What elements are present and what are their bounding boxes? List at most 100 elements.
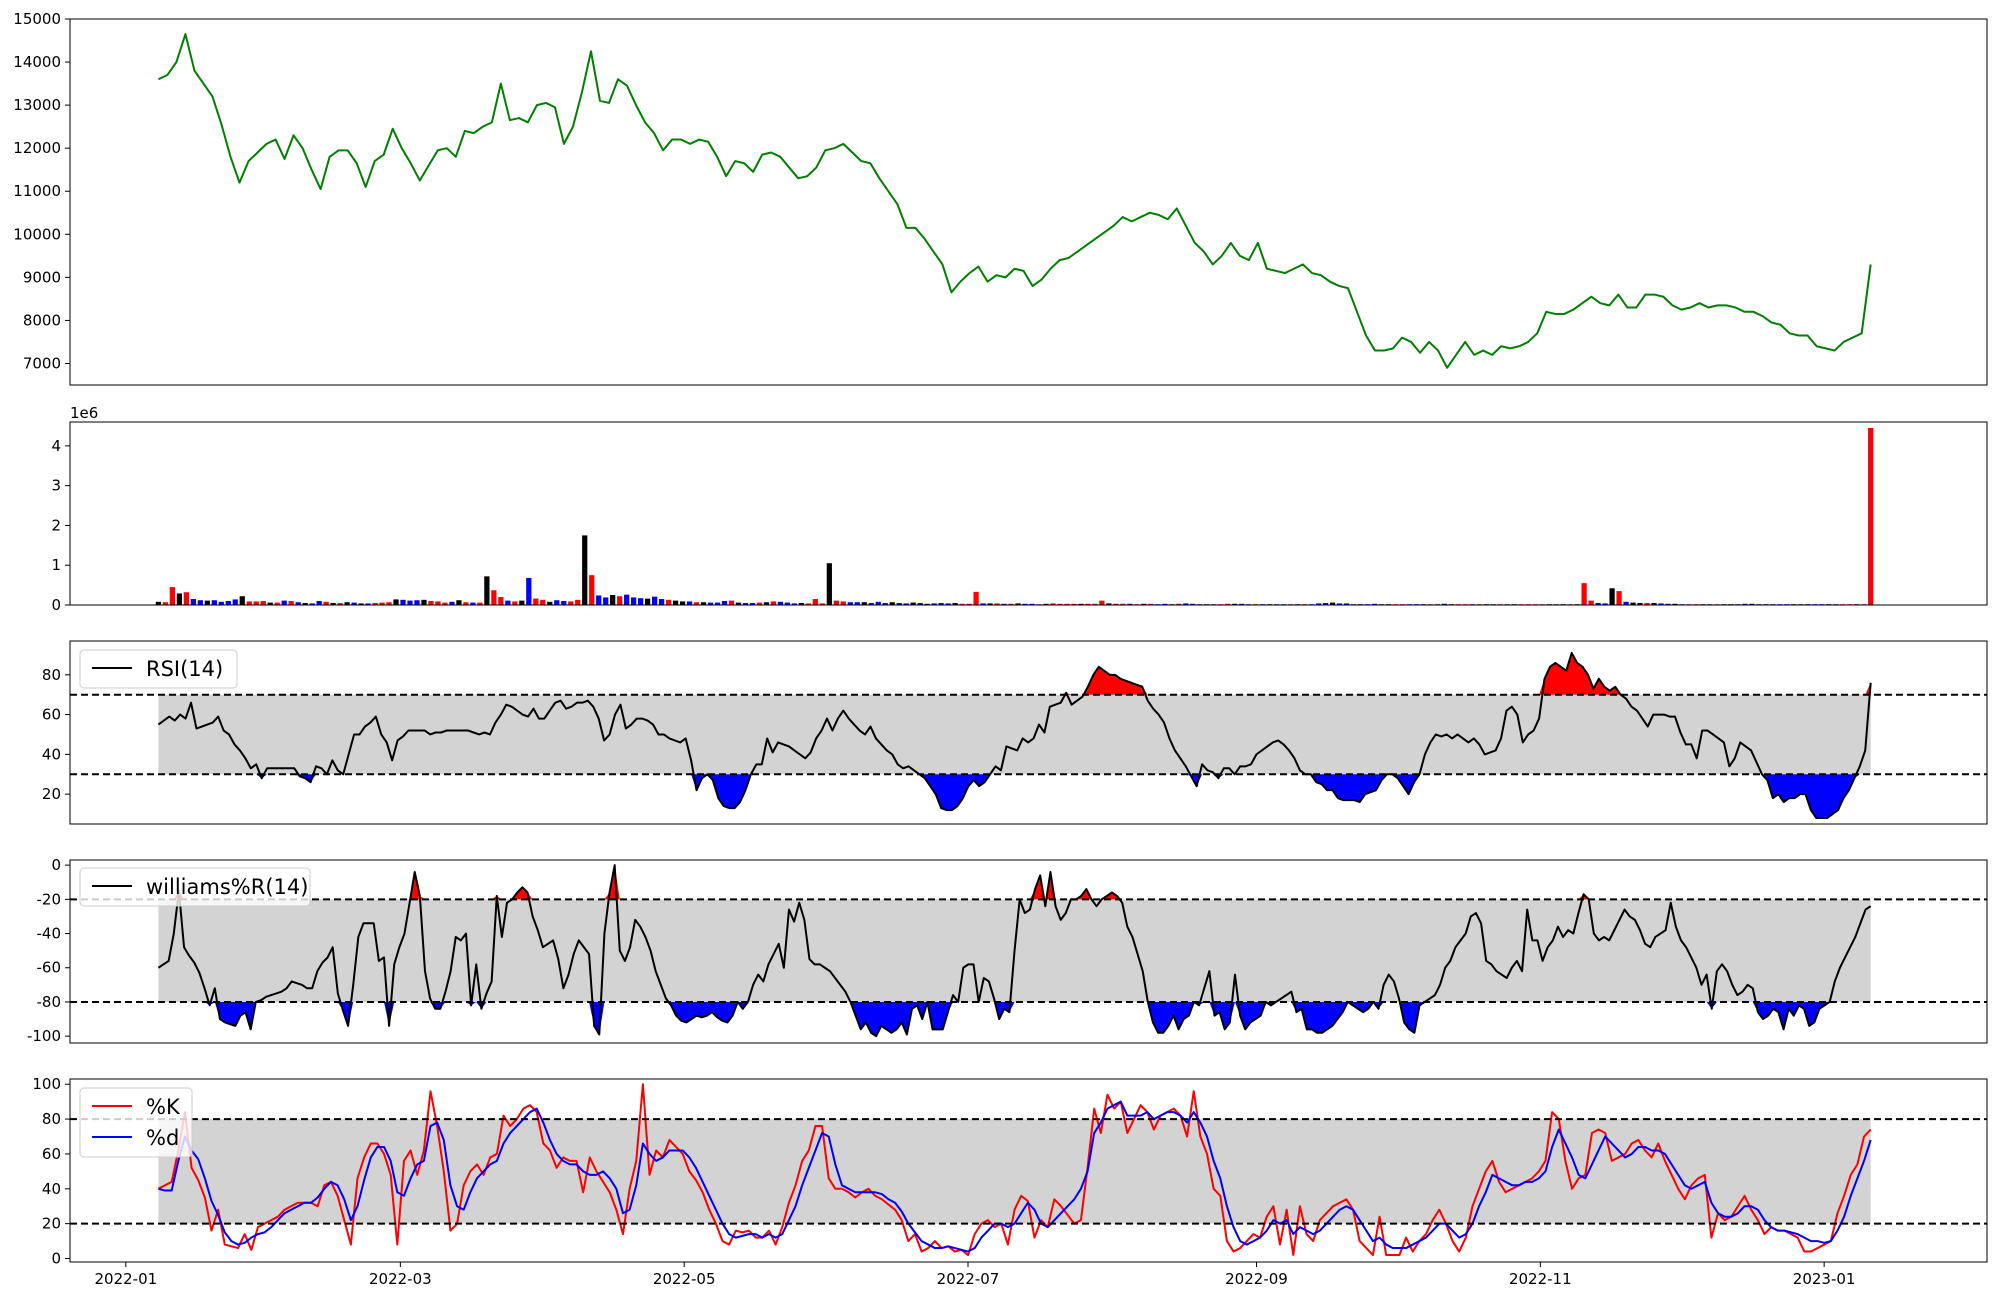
volume-bar (1616, 591, 1622, 605)
volume-bar (1015, 603, 1021, 605)
volume-bar (407, 600, 413, 605)
volume-bar (239, 596, 245, 605)
volume-bar (568, 601, 574, 605)
volume-bar (658, 599, 665, 605)
volume-bar (1085, 603, 1091, 605)
volume-bar (826, 563, 832, 605)
volume-bar (1099, 600, 1105, 605)
volume-bar (742, 603, 749, 605)
price-y-tick-label: 11000 (13, 182, 61, 200)
price-y-tick-label: 14000 (13, 53, 61, 71)
volume-bar (1644, 603, 1650, 605)
volume-bar (617, 596, 623, 605)
volume-bar (714, 602, 721, 605)
volume-bar (1148, 603, 1154, 605)
d-legend-label: %d (146, 1126, 179, 1150)
volume-bar (1029, 603, 1035, 605)
x-tick-label: 2023-01 (1793, 1270, 1856, 1288)
volume-bar (330, 603, 336, 605)
volume-bar (1630, 602, 1636, 605)
price-y-tick-label: 9000 (23, 268, 61, 286)
volume-bar (854, 602, 860, 605)
volume-bar (868, 603, 874, 605)
volume-bar (686, 601, 693, 605)
volume-bar (1441, 603, 1447, 605)
volume-bar (302, 603, 308, 605)
volume-bar (547, 601, 553, 605)
volume-bar (491, 590, 497, 605)
volume-bar (183, 592, 189, 605)
volume-bar (344, 602, 350, 605)
volume-y-tick-label: 0 (51, 596, 61, 614)
volume-bar (484, 576, 490, 605)
williams-legend-label: williams%R(14) (146, 875, 308, 899)
volume-bar (721, 601, 728, 605)
williams-y-tick-label: -20 (37, 890, 62, 908)
volume-bar (428, 601, 434, 605)
rsi-y-tick-label: 40 (42, 745, 61, 763)
volume-bar (603, 597, 609, 605)
volume-bar (791, 603, 798, 605)
volume-bar (309, 603, 315, 605)
volume-offset-label: 1e6 (70, 404, 98, 422)
volume-bar (288, 601, 294, 605)
stoch-y-tick-label: 100 (32, 1075, 61, 1093)
volume-bar (456, 600, 462, 605)
volume-bar (1651, 603, 1657, 605)
volume-bar (449, 601, 455, 605)
volume-bar (561, 601, 567, 605)
williams-y-tick-label: 0 (51, 856, 61, 874)
stoch-y-tick-label: 60 (42, 1145, 61, 1163)
volume-bar (665, 599, 672, 605)
x-tick-label: 2022-11 (1509, 1270, 1572, 1288)
stoch-y-tick-label: 40 (42, 1180, 61, 1198)
volume-bar (204, 600, 210, 605)
volume-bar (162, 602, 169, 605)
volume-bar (1595, 603, 1601, 605)
williams-y-tick-label: -100 (27, 1027, 61, 1045)
volume-bar (512, 601, 518, 605)
volume-bar (505, 600, 511, 605)
volume-bar (1609, 588, 1615, 605)
volume-bar (840, 601, 846, 605)
volume-bar (393, 599, 399, 605)
volume-bar (1113, 603, 1119, 605)
volume-bar (994, 603, 1000, 605)
volume-bar (1022, 603, 1028, 605)
rsi-frame (69, 640, 1988, 825)
stoch-series-1-line (158, 1100, 1872, 1253)
volume-bar (1127, 603, 1133, 605)
volume-bar (1672, 603, 1678, 605)
williams-y-tick-label: -60 (37, 959, 62, 977)
stoch-y-tick-label: 20 (42, 1215, 61, 1233)
volume-bar (365, 603, 371, 605)
volume-bar (274, 602, 280, 605)
volume-bar (610, 595, 616, 605)
volume-bar (952, 603, 958, 605)
volume-bar (155, 601, 162, 605)
volume-bar (847, 602, 853, 605)
volume-bar (1581, 583, 1587, 605)
x-tick-label: 2022-09 (1225, 1270, 1288, 1288)
volume-bar (442, 602, 448, 605)
volume-bar (1064, 603, 1070, 605)
volume-bar (1050, 603, 1056, 605)
volume-bar (554, 600, 560, 605)
volume-bar (1588, 600, 1594, 605)
volume-bar (1868, 427, 1874, 605)
volume-bar (1078, 603, 1084, 605)
stochastic-legend: %K %d (79, 1087, 193, 1158)
volume-bar (756, 602, 763, 605)
rsi-y-tick-label: 80 (42, 666, 61, 684)
volume-bar (1239, 603, 1245, 605)
volume-bar (596, 595, 602, 605)
volume-bar (770, 601, 777, 605)
williams-y-tick-label: -80 (37, 993, 62, 1011)
price-frame (69, 18, 1988, 386)
volume-bar (400, 599, 406, 605)
volume-bar (582, 535, 588, 605)
stoch-frame (69, 1078, 1988, 1263)
volume-bar (966, 603, 972, 605)
volume-bar (889, 602, 895, 605)
volume-bar (651, 596, 658, 605)
